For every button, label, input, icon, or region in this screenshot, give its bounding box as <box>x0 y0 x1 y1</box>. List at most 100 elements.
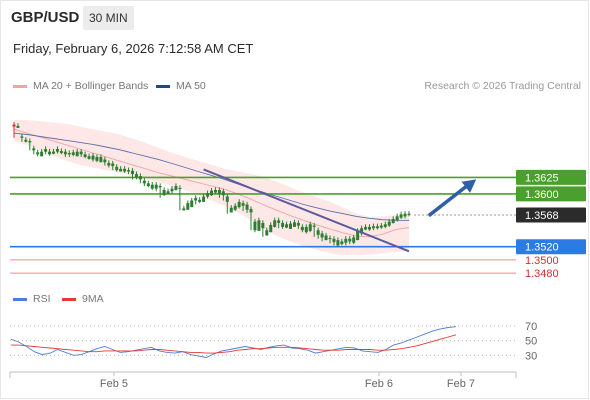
candle-body <box>379 225 383 228</box>
candle-body <box>292 222 296 227</box>
level-label-box <box>516 186 586 202</box>
candle <box>285 221 289 229</box>
candle-body <box>194 197 198 201</box>
candle-body <box>40 151 44 157</box>
candle-body <box>316 230 320 235</box>
candle-body <box>206 193 210 197</box>
candle <box>202 193 206 202</box>
level-label: 1.3480 <box>525 268 559 280</box>
forecast-arrow-shaft <box>427 182 472 218</box>
candle-body <box>233 205 237 210</box>
candle <box>364 224 368 231</box>
candle-body <box>134 174 138 178</box>
candle-body <box>285 224 289 228</box>
trendline[interactable] <box>203 168 410 253</box>
candle <box>67 150 71 157</box>
timestamp: Friday, February 6, 2026 7:12:58 AM CET <box>13 41 254 56</box>
candle-body <box>63 151 67 155</box>
candle-body <box>225 196 229 202</box>
candle <box>111 160 115 171</box>
candle-body <box>340 241 344 245</box>
candle <box>87 153 91 160</box>
candle-body <box>213 189 217 193</box>
candle <box>170 185 174 194</box>
candle-body <box>107 162 111 166</box>
level-label-box <box>516 239 586 255</box>
candle <box>150 182 154 190</box>
candle <box>281 220 285 229</box>
candle-body <box>115 166 119 171</box>
candle-body <box>59 151 63 153</box>
bollinger-band <box>14 120 409 256</box>
candle <box>75 149 79 157</box>
candle <box>154 182 158 192</box>
candle <box>217 187 221 198</box>
candle <box>63 149 67 157</box>
rsi-tick-label: 30 <box>525 350 537 362</box>
candle-body <box>79 151 83 155</box>
rsi-tick-label: 70 <box>525 321 537 333</box>
candle-body <box>300 226 304 231</box>
level-label: 1.3520 <box>525 242 559 254</box>
candle <box>245 201 249 214</box>
candle <box>40 149 44 157</box>
candle-body <box>387 221 391 226</box>
candle <box>146 180 150 188</box>
candle <box>265 227 269 236</box>
candle-body <box>146 183 150 186</box>
candle-body <box>221 191 225 196</box>
candle-body <box>103 159 107 163</box>
candle <box>379 222 383 229</box>
rsi-tick-label: 50 <box>525 336 537 348</box>
candle <box>348 236 352 245</box>
candle-body <box>87 156 91 159</box>
candle <box>277 217 281 229</box>
candle-body <box>12 124 16 127</box>
candle <box>123 166 127 173</box>
candle-body <box>166 191 170 194</box>
x-tick-label: Feb 5 <box>100 378 128 390</box>
candle <box>48 149 52 156</box>
candle-body <box>28 141 32 143</box>
candle-body <box>407 213 411 216</box>
candle <box>59 148 63 155</box>
candle-body <box>111 163 115 167</box>
candle <box>131 168 134 180</box>
timeframe-button[interactable]: 30 MIN <box>83 6 134 30</box>
rsi-swatch <box>13 297 27 301</box>
candle <box>79 149 83 157</box>
candle-body <box>344 238 348 243</box>
level-label: 1.3568 <box>525 210 559 222</box>
candle-body <box>289 223 292 229</box>
candle <box>368 224 371 231</box>
candle <box>360 225 364 236</box>
candle <box>174 183 178 191</box>
candle-body <box>324 235 328 241</box>
level-label-box <box>516 169 586 185</box>
candle-body <box>399 214 403 218</box>
candle-body <box>190 200 194 208</box>
candle-body <box>150 184 154 189</box>
candle <box>95 154 99 163</box>
candle <box>273 217 277 228</box>
forecast-arrow-head <box>461 179 477 193</box>
candle-body <box>312 225 316 227</box>
candle-body <box>44 149 48 152</box>
legend-rsi-ma-label: 9MA <box>82 293 104 305</box>
candle <box>395 213 399 222</box>
candle-body <box>273 220 277 227</box>
candle <box>399 211 403 219</box>
candle-body <box>202 196 206 202</box>
legend-ma50-label: MA 50 <box>176 80 206 92</box>
candle <box>83 151 87 159</box>
candle <box>304 224 308 234</box>
candle <box>206 190 210 199</box>
candle <box>210 187 213 196</box>
candle-body <box>20 136 24 138</box>
candle-body <box>138 176 142 180</box>
candle <box>229 205 233 213</box>
candle <box>237 199 241 209</box>
candle-body <box>368 226 371 230</box>
candle-body <box>253 221 257 231</box>
